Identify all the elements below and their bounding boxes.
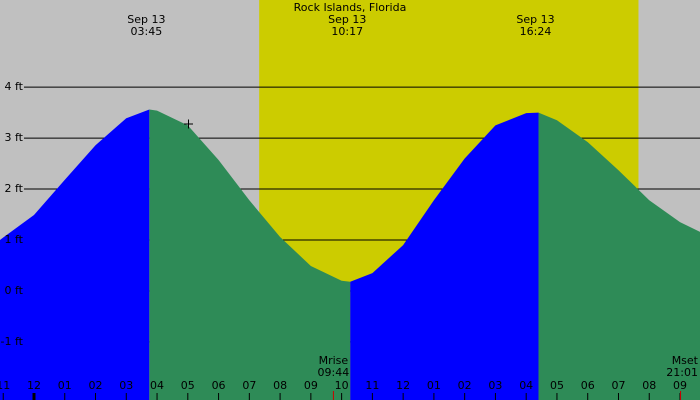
- x-tick-label: 08: [273, 379, 287, 392]
- x-tick-label: 07: [611, 379, 625, 392]
- x-tick-label: 11: [0, 379, 10, 392]
- x-tick-label: 02: [89, 379, 103, 392]
- x-tick-label: 07: [242, 379, 256, 392]
- x-tick-label: 11: [365, 379, 379, 392]
- x-tick-label: 05: [550, 379, 564, 392]
- x-tick-label: 02: [458, 379, 472, 392]
- x-tick-label: 04: [150, 379, 164, 392]
- y-tick-label: 0 ft: [5, 284, 24, 297]
- chart-title: Rock Islands, Florida: [294, 1, 407, 14]
- x-tick-label: 01: [58, 379, 72, 392]
- x-tick-label: 04: [519, 379, 533, 392]
- x-tick-label: 10: [335, 379, 349, 392]
- falling-tide-area: [538, 112, 700, 400]
- rising-tide-area: [350, 112, 539, 400]
- y-tick-label: 1 ft: [5, 233, 24, 246]
- x-tick-label: 09: [673, 379, 687, 392]
- x-tick-label: 06: [581, 379, 595, 392]
- extreme-time: 10:17: [331, 25, 363, 38]
- extreme-time: 03:45: [131, 25, 163, 38]
- x-tick-label: 06: [212, 379, 226, 392]
- extreme-time: 16:24: [520, 25, 552, 38]
- moon-event: Mrise: [319, 354, 349, 367]
- cursor-cross: [184, 119, 193, 129]
- extreme-date: Sep 13: [516, 13, 554, 26]
- x-tick-label: 03: [119, 379, 133, 392]
- moon-time: 21:01: [666, 366, 698, 379]
- x-tick-label: 08: [642, 379, 656, 392]
- extreme-date: Sep 13: [127, 13, 165, 26]
- x-tick-label: 12: [396, 379, 410, 392]
- y-tick-label: 3 ft: [5, 131, 24, 144]
- y-tick-label: 4 ft: [5, 80, 24, 93]
- y-tick-label: -1 ft: [1, 335, 24, 348]
- moon-event: Mset: [672, 354, 699, 367]
- x-tick-label: 05: [181, 379, 195, 392]
- extreme-date: Sep 13: [328, 13, 366, 26]
- y-tick-label: 2 ft: [5, 182, 24, 195]
- x-tick-label: 01: [427, 379, 441, 392]
- x-tick-label: 03: [488, 379, 502, 392]
- falling-tide-area: [149, 109, 351, 400]
- moon-time: 09:44: [318, 366, 350, 379]
- x-tick-label: 12: [27, 379, 41, 392]
- x-tick-label: 09: [304, 379, 318, 392]
- rising-tide-area: [0, 109, 150, 400]
